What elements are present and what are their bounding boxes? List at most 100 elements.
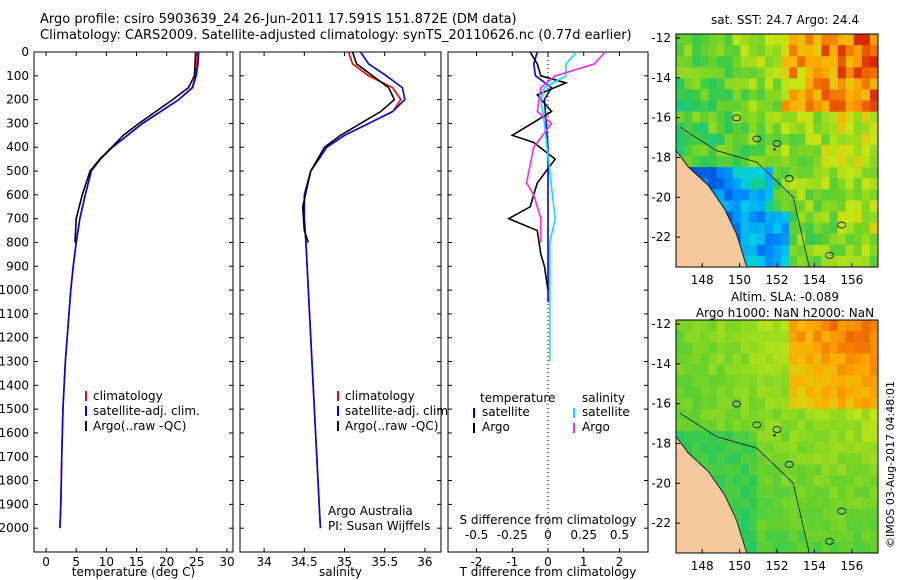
map-cell	[845, 442, 855, 454]
map-ytick-label: -22	[651, 230, 671, 244]
temp-series-argo	[74, 51, 197, 243]
map-cell	[821, 156, 831, 168]
map-cell	[813, 100, 823, 113]
map-cell	[756, 375, 766, 388]
map-cell	[789, 508, 798, 521]
map-cell	[781, 34, 790, 46]
map-cell	[732, 331, 742, 343]
map-cell	[676, 353, 685, 365]
map-cell	[813, 419, 823, 432]
map-cell	[781, 255, 790, 267]
map-cell	[740, 430, 750, 443]
map-cell	[797, 497, 806, 510]
map-cell	[748, 386, 758, 399]
map-cell	[676, 89, 685, 102]
map-cell	[837, 408, 847, 421]
diff-series-salinity-satellite	[540, 51, 578, 362]
map-cell	[684, 45, 693, 57]
map-cell	[797, 342, 806, 354]
map-cell	[740, 78, 750, 91]
map-cell	[676, 133, 685, 146]
map-cell	[692, 122, 701, 135]
map-cell	[676, 430, 685, 443]
map-cell	[740, 475, 750, 488]
map-cell	[829, 397, 839, 410]
map-cell	[772, 211, 782, 224]
map-cell	[692, 419, 701, 432]
map-cell	[845, 133, 855, 146]
map-cell	[756, 178, 766, 190]
map-cell	[821, 122, 831, 135]
map-cell	[805, 475, 814, 488]
map-cell	[813, 430, 823, 443]
map-cell	[813, 364, 823, 377]
map-cell	[756, 233, 766, 246]
map-cell	[869, 200, 878, 213]
map-cell	[764, 111, 774, 124]
map-cell	[853, 133, 863, 146]
map-cell	[724, 189, 734, 202]
map-xtick-label: 154	[803, 559, 826, 573]
map-cell	[805, 375, 814, 388]
map-cell	[724, 89, 734, 102]
map-cell	[781, 222, 790, 235]
map-cell	[732, 211, 742, 224]
map-cell	[789, 419, 798, 432]
map-cell	[700, 45, 709, 57]
map-cell	[740, 464, 750, 476]
map-cell	[797, 100, 806, 113]
map-cell	[708, 342, 717, 354]
map-cell	[789, 464, 798, 476]
map-cell	[756, 464, 766, 476]
map-cell	[829, 255, 839, 267]
diff-xtick-label: -2	[471, 555, 483, 569]
sst-map: sat. SST: 24.7 Argo: 24.4 148 150 152 154 156…	[651, 13, 879, 287]
map-cell	[676, 320, 685, 332]
map-cell	[829, 353, 839, 365]
map-cell	[861, 430, 871, 443]
map-cell	[789, 530, 798, 543]
map-cell	[708, 386, 717, 399]
map-cell	[748, 320, 758, 332]
map-cell	[829, 453, 839, 465]
map-cell	[845, 178, 855, 190]
map-cell	[692, 397, 701, 410]
map-cell	[772, 255, 782, 267]
map-cell	[869, 133, 878, 146]
map-cell	[805, 100, 814, 113]
map-cell	[724, 375, 734, 388]
map-cell	[748, 167, 758, 179]
map-cell	[797, 67, 806, 79]
map-cell	[700, 56, 709, 68]
map-cell	[845, 475, 855, 488]
map-cell	[772, 497, 782, 510]
temp-series-satellite-adj--clim-	[59, 51, 200, 529]
map-cell	[821, 244, 831, 257]
map-cell	[764, 211, 774, 224]
map-cell	[781, 133, 790, 146]
map-cell	[813, 408, 823, 421]
map-xtick-label: 154	[803, 273, 826, 287]
map-cell	[853, 67, 863, 79]
map-cell	[869, 122, 878, 135]
map-cell	[789, 167, 798, 179]
map-cell	[772, 453, 782, 465]
map-cell	[700, 364, 709, 377]
shelf-contour	[679, 126, 810, 267]
map-cell	[732, 144, 742, 157]
map-cell	[861, 144, 871, 157]
map-cell	[861, 408, 871, 421]
map-cell	[781, 486, 790, 499]
map-cell	[684, 111, 693, 124]
map-cell	[821, 453, 831, 465]
map-cell	[700, 331, 709, 343]
map-ytick-label: -18	[651, 150, 671, 164]
map-cell	[805, 519, 814, 532]
map-cell	[821, 144, 831, 157]
map-cell	[789, 430, 798, 443]
map-cell	[805, 233, 814, 246]
map-cell	[853, 100, 863, 113]
sst-map-title: sat. SST: 24.7 Argo: 24.4	[711, 13, 859, 27]
map-cell	[756, 78, 766, 91]
map-cell	[748, 200, 758, 213]
